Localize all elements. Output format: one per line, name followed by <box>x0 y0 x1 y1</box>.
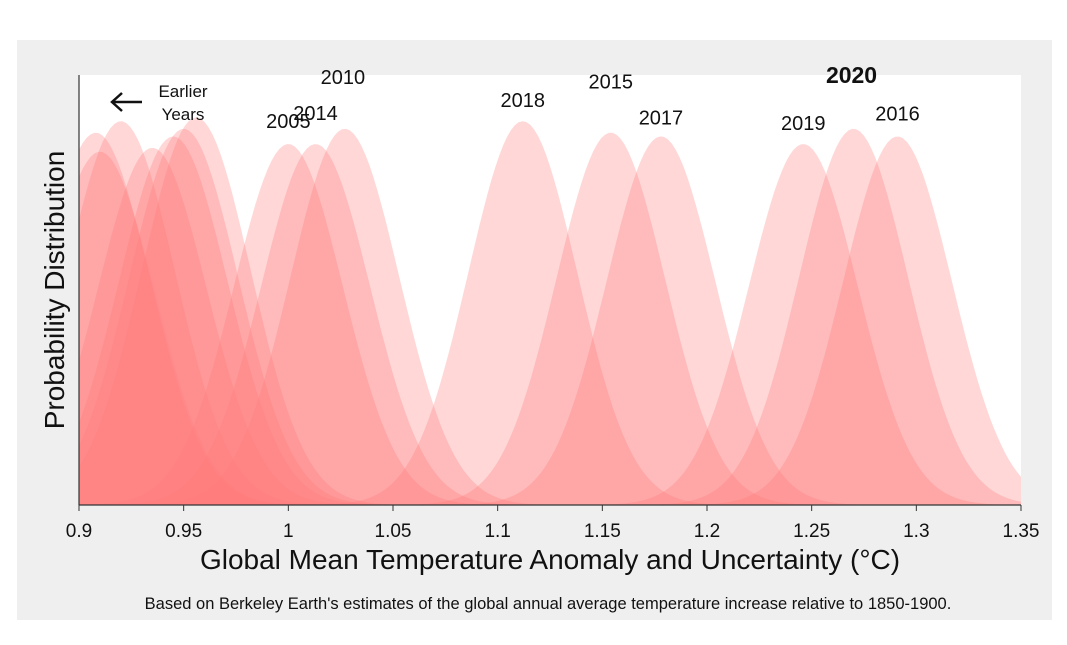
y-axis-title: Probability Distribution <box>39 151 70 430</box>
distribution-curve-earlier-2 <box>79 147 1021 505</box>
year-label-2015: 2015 <box>588 72 633 94</box>
x-tick-label: 1.2 <box>694 521 720 542</box>
distribution-curve-2010 <box>79 128 1021 505</box>
year-label-2019: 2019 <box>781 113 826 135</box>
distribution-curve-earlier-3 <box>79 136 1021 505</box>
year-label-2020: 2020 <box>826 62 877 88</box>
x-tick-label: 1 <box>283 521 294 542</box>
x-tick-label: 1.05 <box>375 521 412 542</box>
x-axis-ticks: 0.9 0.95 1 1.05 1.1 1.15 1.2 1.25 1.3 1.35 <box>66 505 1040 542</box>
x-axis-title: Global Mean Temperature Anomaly and Unce… <box>200 544 900 575</box>
left-arrow-icon <box>110 92 142 112</box>
distribution-curve-earlier-7 <box>79 132 1021 505</box>
distribution-curve-2020 <box>79 128 1021 505</box>
distribution-curve-2015 <box>79 132 1021 506</box>
distribution-curve-2005 <box>79 144 1021 505</box>
year-labels: 2005 2010 2014 2018 2015 2017 2019 2020 2016 <box>266 62 920 135</box>
distribution-curve-earlier-1 <box>79 151 1021 505</box>
distribution-curve-earlier-4 <box>79 117 1021 506</box>
year-label-2005: 2005 <box>266 111 311 133</box>
x-tick-label: 1.1 <box>484 521 510 542</box>
year-label-2017: 2017 <box>639 107 684 129</box>
distribution-curve-earlier-6 <box>79 128 1021 505</box>
x-tick-label: 1.25 <box>793 521 830 542</box>
distribution-curve-2019 <box>79 144 1021 505</box>
distribution-curve-2016 <box>79 136 1021 505</box>
years-label: Years <box>162 105 205 124</box>
x-tick-label: 1.15 <box>584 521 621 542</box>
distribution-curve-2014 <box>79 144 1021 505</box>
x-tick-label: 1.3 <box>903 521 929 542</box>
distribution-curves <box>79 117 1021 506</box>
x-tick-label: 0.95 <box>165 521 202 542</box>
chart-caption: Based on Berkeley Earth's estimates of t… <box>145 595 952 613</box>
plot-area <box>79 75 1021 505</box>
earlier-years-note: Earlier Years <box>110 82 208 124</box>
year-label-2016: 2016 <box>875 103 920 125</box>
year-label-2014: 2014 <box>293 103 338 125</box>
x-tick-label: 0.9 <box>66 521 92 542</box>
year-label-2010: 2010 <box>321 67 366 89</box>
x-tick-label: 1.35 <box>1003 521 1040 542</box>
distribution-curve-earlier-5 <box>79 121 1021 506</box>
year-label-2018: 2018 <box>501 90 546 112</box>
distribution-curve-2018 <box>79 121 1021 505</box>
earlier-label: Earlier <box>158 82 207 101</box>
